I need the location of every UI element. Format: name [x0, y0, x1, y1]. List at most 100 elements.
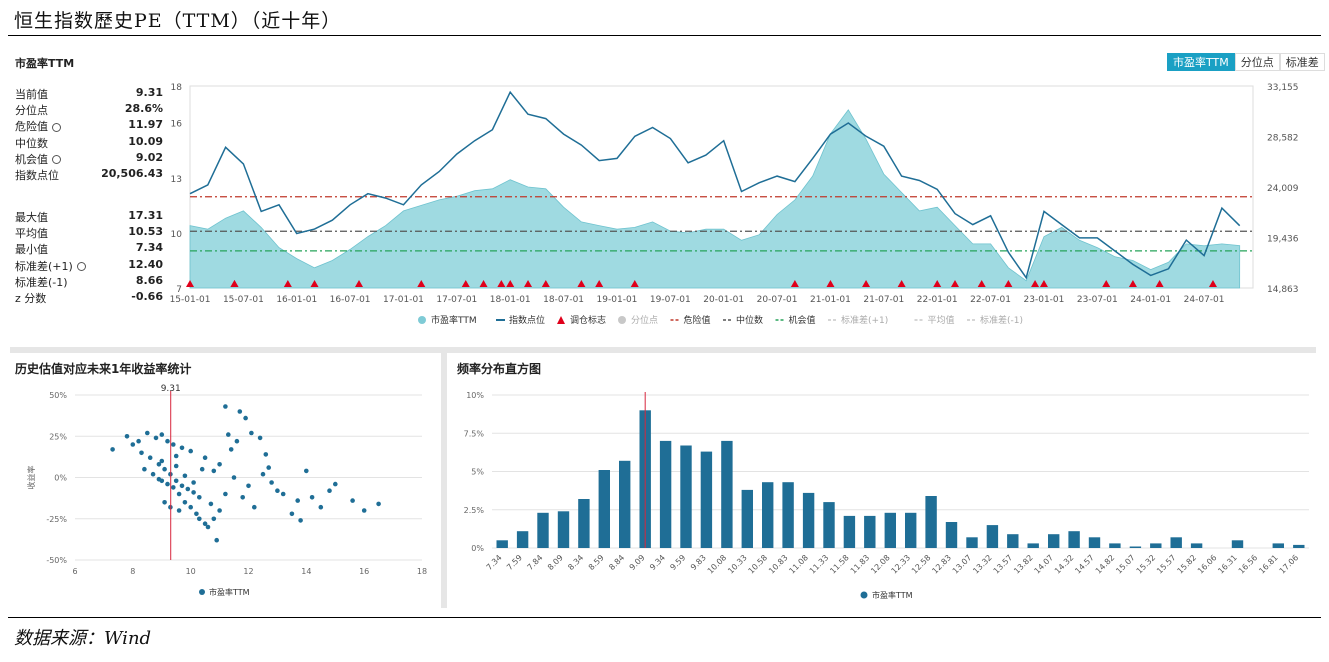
- legend-item: 市盈率TTM: [418, 314, 477, 326]
- scatter-point: [179, 483, 185, 489]
- hist-bar: [537, 512, 549, 548]
- stat-value: 10.53: [128, 225, 163, 239]
- scatter-point: [226, 432, 231, 437]
- stat-row: 危险值 11.97: [15, 118, 163, 133]
- scatter-point: [165, 438, 170, 444]
- gear-icon[interactable]: [52, 122, 61, 132]
- stat-value: 9.31: [135, 86, 163, 99]
- hist-chart: 10% 7.5% 5% 2.5% 0%7.34 7.59 7.84 8.09 8.34 8.59 8…: [464, 391, 1309, 600]
- y-left-tick: 7: [176, 285, 182, 295]
- stat-value: 10.09: [128, 134, 163, 148]
- rebalance-marker: [497, 280, 506, 287]
- x-tick: 10: [186, 567, 196, 576]
- scatter-point: [228, 447, 234, 452]
- scatter-point: [217, 462, 222, 467]
- x-tick: 14.32: [1053, 553, 1076, 576]
- scatter-point: [173, 478, 179, 484]
- tab-1[interactable]: 分位点: [1234, 53, 1280, 71]
- stat-value: 20,506.43: [101, 167, 163, 180]
- legend-item: 调仓标志: [557, 314, 606, 326]
- hist-legend-label: 市盈率TTM: [872, 590, 913, 600]
- scatter-point: [350, 498, 355, 503]
- legend-dot-icon: [199, 589, 205, 595]
- rebalance-marker: [355, 280, 364, 287]
- rebalance-marker: [595, 280, 604, 287]
- hist-bar: [496, 540, 508, 548]
- y-left-tick: 16: [171, 120, 183, 130]
- x-tick: 8.09: [546, 553, 565, 572]
- scatter-point: [246, 483, 251, 489]
- scatter-point: [171, 485, 176, 490]
- scatter-point: [202, 455, 208, 460]
- scatter-point: [139, 450, 144, 456]
- scatter-chart: 50% 25% 0% -25% -50% 6 8 10 12 14 16 18 收益率 9.31 市盈率TT…: [26, 384, 427, 597]
- scatter-point: [223, 404, 228, 409]
- stat-value: 8.66: [135, 273, 163, 287]
- scatter-point: [110, 447, 115, 452]
- x-tick: 16: [359, 567, 369, 576]
- x-tick: 17-07-01: [436, 295, 477, 305]
- y-tick: -50%: [46, 556, 67, 565]
- scatter-point: [318, 504, 324, 510]
- scatter-point: [234, 438, 240, 444]
- stat-label: 当前值: [15, 88, 48, 101]
- x-tick: 12: [243, 567, 253, 576]
- x-tick: 9.09: [628, 553, 647, 572]
- stat-value: 11.97: [128, 118, 163, 132]
- scatter-panel-title: 历史估值对应未来1年收益率统计: [15, 362, 192, 376]
- tab-2[interactable]: 标准差: [1279, 53, 1325, 71]
- hist-bar: [905, 512, 917, 548]
- view-tabs: 市盈率TTM 分位点 标准差: [1167, 53, 1325, 71]
- stat-label: 中位数: [15, 136, 48, 150]
- scatter-point: [197, 495, 202, 500]
- hist-bar: [598, 470, 610, 548]
- x-tick: 12.33: [890, 553, 913, 576]
- rebalance-marker: [897, 280, 906, 287]
- y-tick: 0%: [54, 474, 67, 483]
- hist-bar: [516, 531, 529, 548]
- y-tick: 10%: [466, 391, 484, 400]
- x-tick: 13.07: [951, 553, 974, 576]
- stat-value: 28.6%: [124, 102, 163, 116]
- stat-label: 最大值: [15, 211, 48, 224]
- scatter-point: [202, 521, 208, 526]
- scatter-point: [176, 508, 182, 513]
- hist-bar: [1027, 543, 1039, 548]
- hist-bar: [741, 489, 753, 548]
- scatter-point: [182, 500, 188, 505]
- x-tick: 16-01-01: [276, 295, 317, 305]
- scatter-point: [231, 475, 237, 480]
- scatter-point: [275, 488, 280, 493]
- scatter-point: [263, 452, 269, 457]
- rebalance-marker: [1031, 280, 1040, 287]
- hist-bar: [1007, 534, 1019, 548]
- legend-label: 指数点位: [509, 314, 545, 326]
- scatter-point: [156, 462, 162, 467]
- rebalance-marker: [479, 280, 488, 287]
- rebalance-marker: [1039, 280, 1048, 287]
- stat-value: 7.34: [135, 241, 163, 255]
- stat-label: 最小值: [15, 243, 48, 257]
- x-tick: 11.58: [828, 553, 851, 576]
- legend-dot-icon: [860, 591, 868, 599]
- scatter-point: [205, 524, 211, 530]
- stat-label: 危险值: [15, 118, 61, 134]
- x-tick: 12.08: [869, 553, 892, 576]
- hist-bar: [1190, 543, 1203, 548]
- scatter-point: [260, 471, 266, 477]
- x-tick: 15.07: [1114, 553, 1137, 576]
- x-tick: 21-01-01: [810, 295, 851, 305]
- legend-dot-icon: [618, 316, 626, 324]
- gear-icon[interactable]: [52, 155, 61, 165]
- page-title: 恒生指数歷史PE（TTM）（近十年）: [14, 10, 342, 32]
- gear-icon[interactable]: [76, 262, 86, 272]
- hist-bar: [986, 525, 999, 548]
- scatter-point: [289, 511, 295, 517]
- y-tick: 25%: [49, 432, 67, 441]
- tab-0[interactable]: 市盈率TTM: [1167, 53, 1235, 71]
- stat-row: 指数点位 20,506.43: [15, 167, 163, 182]
- legend-label: 平均值: [928, 314, 955, 326]
- x-tick: 10.08: [706, 553, 729, 576]
- scatter-point: [179, 445, 185, 451]
- bottom-rule: [8, 617, 1321, 618]
